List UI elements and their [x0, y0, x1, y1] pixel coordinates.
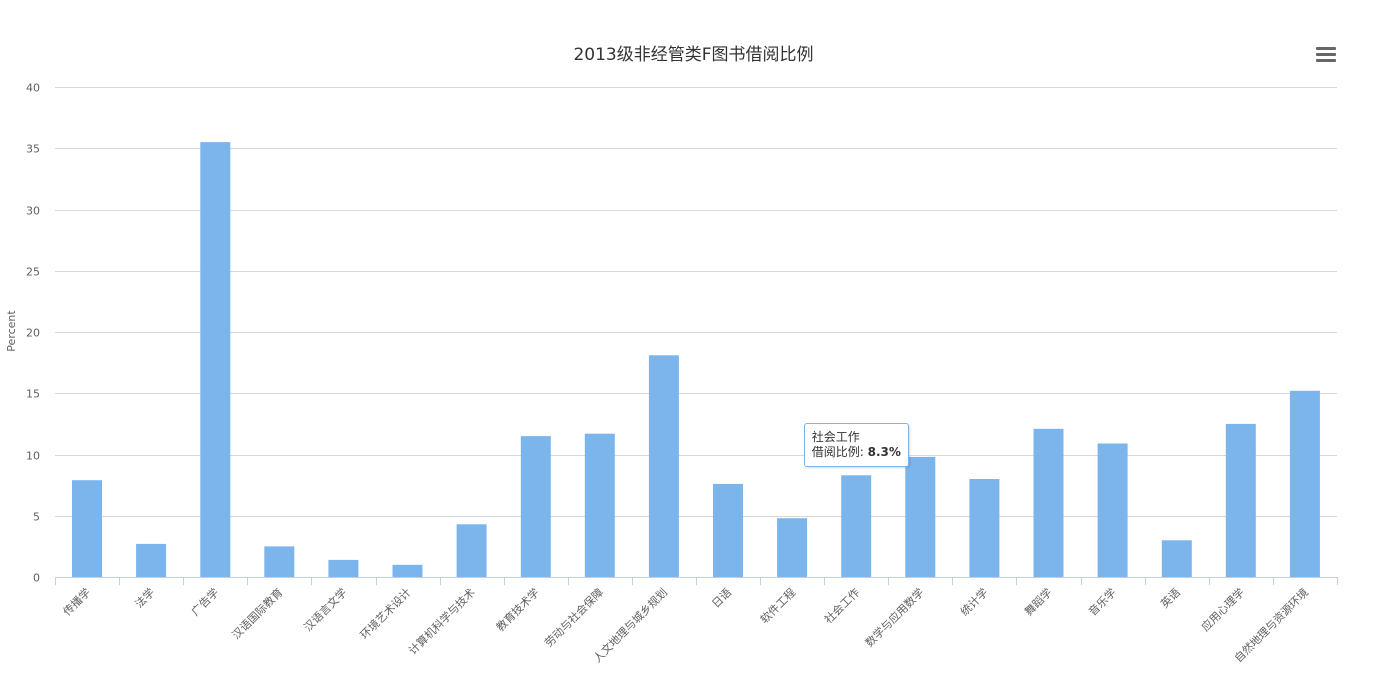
x-category-label: 舞蹈学 [1021, 585, 1054, 618]
x-category-label: 应用心理学 [1198, 585, 1247, 634]
bar[interactable] [392, 564, 423, 578]
x-category-label: 广告学 [188, 585, 221, 618]
tooltip-value: 8.3% [867, 445, 901, 460]
x-axis [55, 577, 1338, 585]
y-tick-label: 15 [26, 388, 40, 401]
bar[interactable] [841, 475, 872, 577]
chart-title: 2013级非经管类F图书借阅比例 [573, 45, 814, 65]
x-category-label: 音乐学 [1086, 585, 1119, 618]
tooltip-value-line: 借阅比例: 8.3% [811, 445, 901, 460]
x-category-label: 环境艺术设计 [357, 585, 414, 642]
y-tick-label: 25 [26, 266, 40, 279]
bar[interactable] [584, 433, 615, 577]
bar[interactable] [328, 559, 359, 577]
x-category-label: 软件工程 [757, 585, 798, 626]
tooltip-category: 社会工作 [811, 430, 860, 445]
x-category-label: 社会工作 [821, 585, 862, 626]
y-axis-ticks: 0 5 10 15 20 25 30 35 40 [26, 82, 40, 585]
bar[interactable] [72, 480, 102, 577]
y-tick-label: 10 [26, 450, 40, 463]
bar[interactable] [1033, 428, 1064, 577]
y-axis-label: Percent [5, 310, 18, 352]
y-tick-label: 0 [33, 572, 40, 585]
bar[interactable] [777, 518, 808, 577]
tooltip: 社会工作 借阅比例: 8.3% [803, 423, 909, 468]
bar[interactable] [905, 456, 936, 577]
bar[interactable] [520, 436, 551, 577]
y-tick-label: 5 [33, 511, 40, 524]
bar[interactable] [648, 355, 679, 577]
x-category-label: 法学 [132, 585, 157, 610]
bar[interactable] [264, 546, 295, 577]
x-category-label: 教育技术学 [493, 585, 542, 634]
y-tick-label: 40 [26, 82, 40, 95]
bar[interactable] [969, 479, 1000, 577]
x-category-label: 英语 [1157, 585, 1182, 610]
bar[interactable] [456, 524, 487, 577]
x-category-label: 统计学 [957, 585, 990, 618]
bar[interactable] [1161, 540, 1192, 578]
y-tick-label: 20 [26, 327, 40, 340]
bars [72, 142, 1320, 578]
bar[interactable] [200, 142, 231, 577]
bar[interactable] [1097, 443, 1128, 578]
x-category-label: 汉语言文学 [301, 585, 350, 634]
y-tick-label: 35 [26, 143, 40, 156]
y-tick-label: 30 [26, 205, 40, 218]
tooltip-series-label: 借阅比例 [811, 445, 860, 460]
x-category-label: 数学与应用数学 [862, 585, 926, 649]
bar[interactable] [1289, 390, 1320, 577]
x-category-label: 日语 [709, 586, 734, 611]
chart-menu-button[interactable] [1314, 44, 1338, 66]
x-category-label: 传播学 [60, 585, 93, 618]
bar[interactable] [1225, 423, 1256, 577]
bar[interactable] [136, 543, 167, 577]
hamburger-menu-icon [1316, 47, 1336, 50]
x-category-label: 劳动与社会保障 [542, 585, 606, 649]
x-category-label: 计算机科学与技术 [406, 585, 478, 657]
gridlines [55, 87, 1337, 517]
bar[interactable] [713, 483, 743, 577]
x-category-label: 汉语国际教育 [229, 585, 286, 642]
